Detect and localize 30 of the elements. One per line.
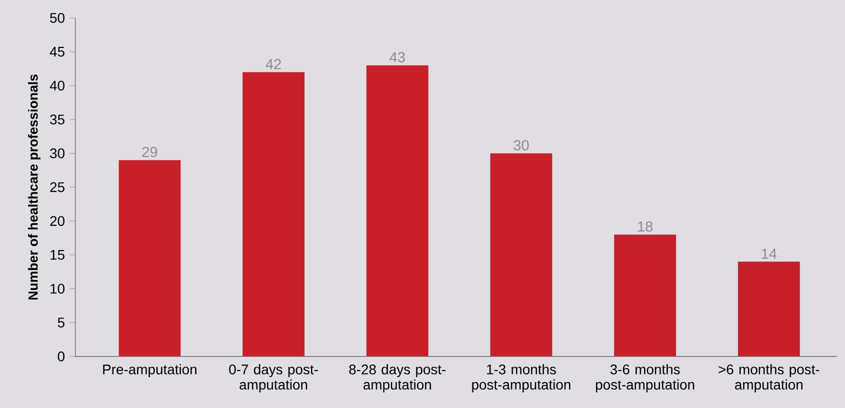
x-tick-label: 3-6 months post-amputation	[596, 364, 694, 392]
x-tick-label: 0-7 days post-amputation	[229, 364, 318, 392]
data-label: 14	[762, 248, 777, 259]
y-tick-label: 30	[50, 148, 64, 158]
bar	[490, 153, 552, 356]
y-tick-label: 0	[58, 351, 64, 362]
bar	[118, 160, 181, 356]
x-tick-label: Pre-amputation	[103, 364, 196, 378]
x-tick-label: 8-28 days post-amputation	[349, 364, 446, 392]
data-label: 42	[266, 58, 281, 70]
y-axis-title: Number of healthcare professionals	[28, 74, 40, 300]
y-tick-label: 20	[50, 216, 64, 226]
y-tick-label: 40	[50, 80, 64, 90]
y-tick-label: 25	[50, 182, 64, 192]
y-tick-label: 5	[58, 318, 64, 328]
x-tick-label: >6 months post-amputation	[718, 364, 820, 392]
y-tick-label: 35	[50, 114, 64, 124]
bar	[242, 72, 304, 356]
bar	[614, 234, 676, 356]
bar	[366, 65, 428, 356]
bar	[738, 262, 800, 356]
y-tick-label: 15	[50, 250, 64, 260]
y-tick-label: 50	[50, 12, 64, 23]
data-label: 18	[638, 221, 653, 232]
data-label: 29	[142, 146, 158, 158]
x-tick-label: 1-3 months post-amputation	[472, 364, 570, 392]
data-label: 43	[390, 52, 405, 62]
y-tick-label: 10	[50, 284, 64, 294]
y-tick-label: 45	[50, 46, 64, 57]
data-label: 30	[514, 140, 529, 150]
